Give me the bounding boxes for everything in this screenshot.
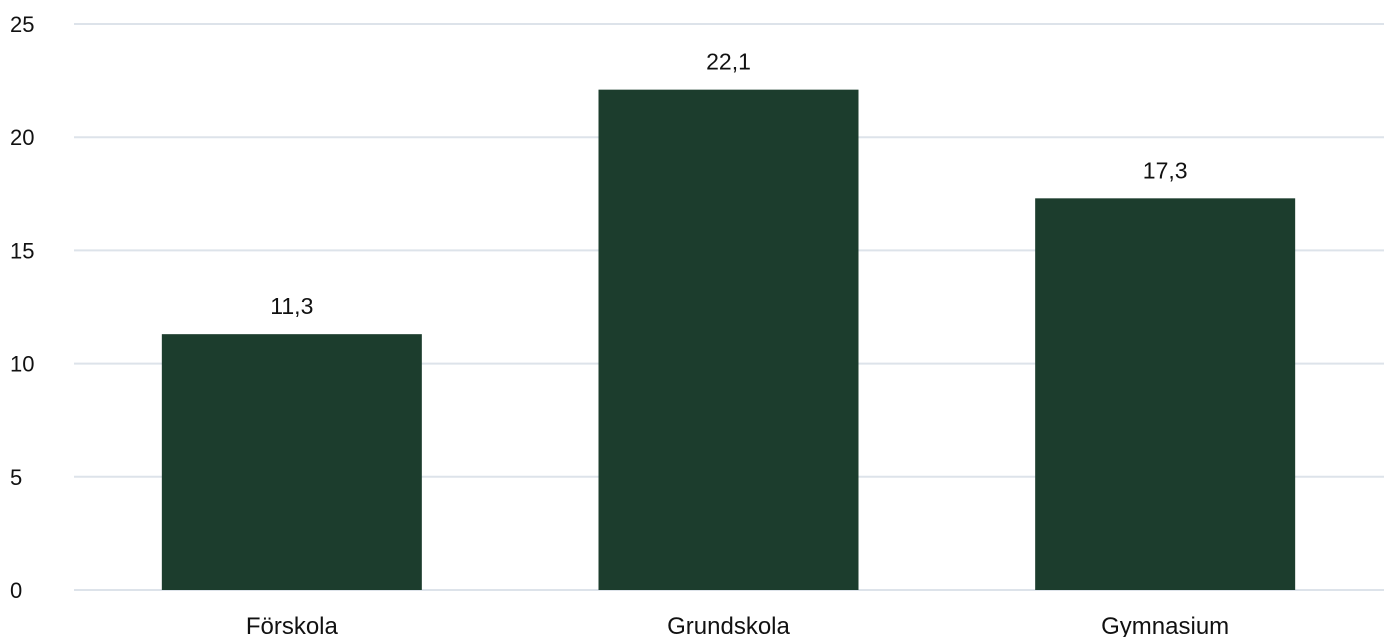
bar (1035, 198, 1296, 590)
bar-value-label: 11,3 (270, 293, 313, 319)
x-category-label: Grundskola (667, 613, 790, 637)
x-axis-labels: Förskola Grundskola Gymnasium (246, 613, 1229, 637)
y-tick-label: 0 (10, 578, 22, 603)
bar (161, 334, 422, 590)
y-tick-label: 25 (10, 12, 34, 37)
y-tick-label: 10 (10, 352, 34, 377)
y-tick-label: 15 (10, 238, 34, 263)
bar-value-label: 22,1 (706, 49, 751, 75)
data-labels: 11,3 22,1 17,3 (270, 49, 1187, 320)
y-tick-label: 20 (10, 125, 34, 150)
x-category-label: Gymnasium (1101, 613, 1229, 637)
bars (161, 89, 1296, 590)
y-axis-ticks: 0 5 10 15 20 25 (10, 12, 34, 603)
bar-value-label: 17,3 (1143, 157, 1188, 183)
y-tick-label: 5 (10, 465, 22, 490)
x-category-label: Förskola (246, 613, 339, 637)
bar (598, 89, 859, 590)
